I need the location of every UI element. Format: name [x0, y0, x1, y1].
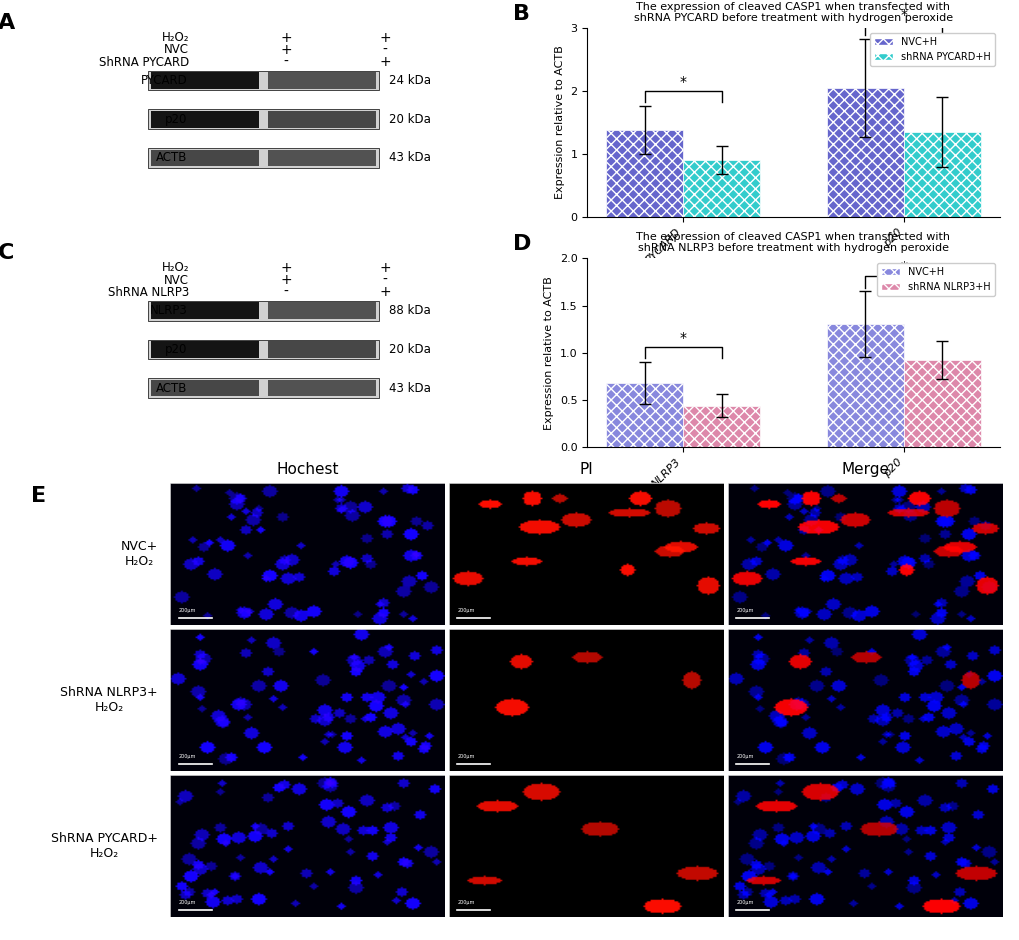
- Bar: [683, 405, 759, 447]
- Text: +: +: [280, 274, 291, 287]
- Bar: [148, 339, 379, 359]
- Text: B: B: [513, 4, 530, 24]
- Bar: [148, 109, 379, 129]
- Text: 20 kDa: 20 kDa: [389, 343, 431, 356]
- Text: ACTB: ACTB: [156, 382, 187, 395]
- Text: ShRNA PYCARD: ShRNA PYCARD: [99, 55, 190, 69]
- Text: *: *: [679, 75, 686, 89]
- Text: p20: p20: [165, 343, 187, 356]
- Text: *: *: [900, 260, 906, 274]
- Text: 200μm: 200μm: [178, 608, 196, 613]
- Bar: [903, 360, 980, 447]
- Bar: [825, 324, 903, 447]
- Text: ShRNA NLRP3: ShRNA NLRP3: [108, 286, 190, 299]
- Text: 200μm: 200μm: [178, 901, 196, 905]
- Text: NVC: NVC: [164, 274, 190, 287]
- Title: The expression of cleaved CASP1 when transfected with
shRNA NLRP3 before treatme: The expression of cleaved CASP1 when tra…: [636, 232, 950, 254]
- Bar: [267, 72, 375, 89]
- Text: H₂O₂: H₂O₂: [162, 261, 190, 274]
- Text: 200μm: 200μm: [457, 901, 474, 905]
- Bar: [151, 111, 259, 128]
- Text: PYCARD: PYCARD: [141, 74, 187, 87]
- Bar: [151, 303, 259, 320]
- Text: 24 kDa: 24 kDa: [389, 74, 431, 87]
- Text: 88 kDa: 88 kDa: [389, 305, 431, 317]
- Title: The expression of cleaved CASP1 when transfected with
shRNA PYCARD before treatm: The expression of cleaved CASP1 when tra…: [633, 2, 952, 24]
- Text: -: -: [382, 274, 387, 287]
- Y-axis label: Expression relative to ACTB: Expression relative to ACTB: [554, 46, 565, 199]
- Bar: [903, 132, 980, 217]
- Text: +: +: [280, 260, 291, 274]
- Bar: [151, 380, 259, 397]
- Bar: [605, 130, 683, 217]
- Text: +: +: [280, 43, 291, 57]
- Text: 200μm: 200μm: [736, 754, 753, 760]
- Bar: [267, 303, 375, 320]
- Bar: [151, 149, 259, 166]
- Y-axis label: Expression relative to ACTB: Expression relative to ACTB: [544, 275, 553, 430]
- Text: Merge: Merge: [841, 462, 889, 477]
- Bar: [605, 383, 683, 447]
- Text: NVC: NVC: [164, 43, 190, 56]
- Bar: [148, 378, 379, 398]
- Text: 200μm: 200μm: [457, 754, 474, 760]
- Text: +: +: [379, 55, 390, 70]
- Bar: [151, 72, 259, 89]
- Text: -: -: [283, 55, 288, 70]
- Text: ACTB: ACTB: [156, 151, 187, 164]
- Bar: [148, 148, 379, 168]
- Text: A: A: [0, 13, 15, 33]
- Text: *: *: [679, 331, 686, 345]
- Text: ShRNA PYCARD+
H₂O₂: ShRNA PYCARD+ H₂O₂: [51, 832, 158, 860]
- Text: NLRP3: NLRP3: [150, 305, 187, 317]
- Text: 200μm: 200μm: [178, 754, 196, 760]
- Text: 20 kDa: 20 kDa: [389, 113, 431, 126]
- Text: +: +: [379, 260, 390, 274]
- Bar: [148, 70, 379, 90]
- Text: ShRNA NLRP3+
H₂O₂: ShRNA NLRP3+ H₂O₂: [60, 686, 158, 714]
- Text: NVC+
H₂O₂: NVC+ H₂O₂: [120, 540, 158, 569]
- Text: 200μm: 200μm: [736, 608, 753, 613]
- Text: H₂O₂: H₂O₂: [162, 31, 190, 44]
- Text: +: +: [280, 31, 291, 44]
- Bar: [683, 161, 759, 217]
- Text: -: -: [382, 43, 387, 57]
- Text: E: E: [31, 486, 46, 506]
- Legend: NVC+H, shRNA NLRP3+H: NVC+H, shRNA NLRP3+H: [876, 263, 994, 296]
- Bar: [151, 341, 259, 358]
- Bar: [267, 111, 375, 128]
- Text: PI: PI: [579, 462, 593, 477]
- Text: 43 kDa: 43 kDa: [389, 151, 431, 164]
- Bar: [267, 149, 375, 166]
- Legend: NVC+H, shRNA PYCARD+H: NVC+H, shRNA PYCARD+H: [869, 33, 994, 66]
- Text: -: -: [283, 286, 288, 299]
- Text: D: D: [513, 234, 531, 254]
- Text: 200μm: 200μm: [736, 901, 753, 905]
- Bar: [148, 301, 379, 321]
- Text: +: +: [379, 286, 390, 299]
- Text: p20: p20: [165, 113, 187, 126]
- Bar: [267, 341, 375, 358]
- Bar: [825, 88, 903, 217]
- Text: C: C: [0, 243, 14, 263]
- Text: *: *: [900, 8, 906, 22]
- Text: Hochest: Hochest: [276, 462, 338, 477]
- Text: 43 kDa: 43 kDa: [389, 382, 431, 395]
- Text: 200μm: 200μm: [457, 608, 474, 613]
- Text: +: +: [379, 31, 390, 44]
- Bar: [267, 380, 375, 397]
